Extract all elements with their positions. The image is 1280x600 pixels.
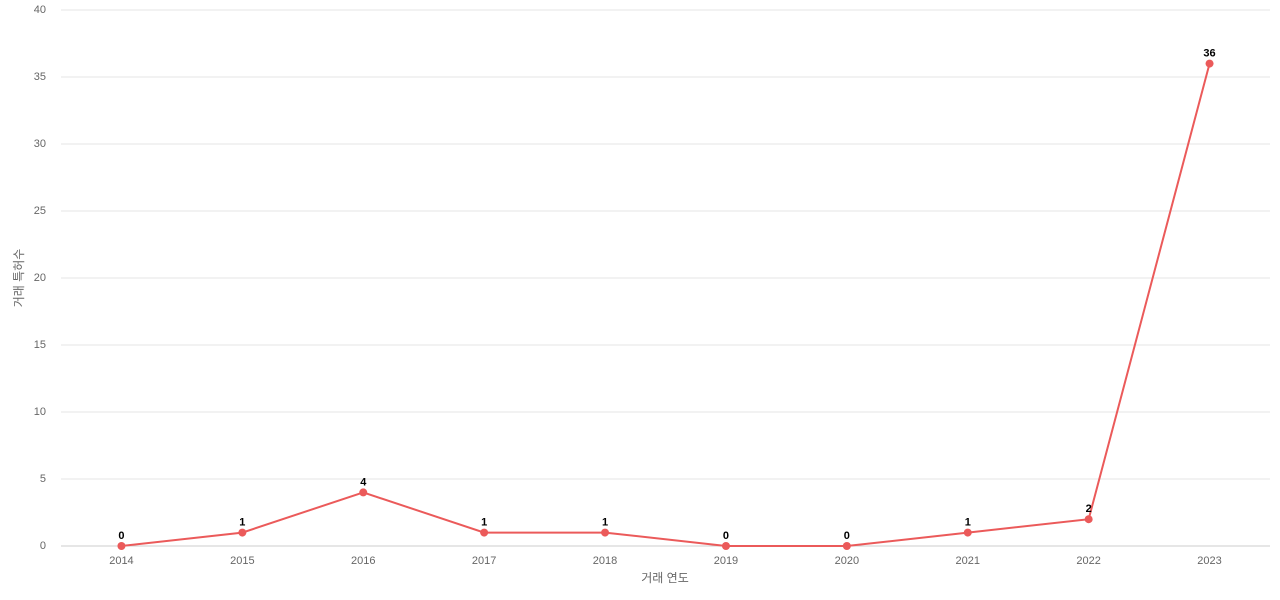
line — [121, 63, 1211, 547]
x-tick-label: 2020 — [835, 555, 859, 567]
point — [1205, 59, 1214, 68]
data-label: 4 — [360, 476, 367, 488]
y-tick-label: 0 — [40, 540, 46, 552]
point — [359, 488, 368, 497]
x-tick-label: 2021 — [956, 555, 980, 567]
data-label: 1 — [239, 517, 245, 529]
data-label: 1 — [965, 517, 971, 529]
point — [1084, 515, 1093, 524]
y-axis-title: 거래 특허수 — [12, 249, 26, 308]
point — [842, 542, 851, 550]
x-tick-label: 2018 — [593, 555, 617, 567]
x-tick-label: 2017 — [472, 555, 496, 567]
data-label: 0 — [118, 530, 124, 542]
y-tick-label: 40 — [34, 4, 46, 16]
data-label: 1 — [602, 517, 608, 529]
data-label: 2 — [1086, 503, 1092, 515]
y-tick-label: 20 — [34, 272, 46, 284]
point — [117, 542, 126, 550]
x-tick-label: 2015 — [230, 555, 254, 567]
x-tick-label: 2019 — [714, 555, 738, 567]
y-tick-label: 25 — [34, 205, 46, 217]
point — [480, 528, 489, 537]
y-tick-label: 10 — [34, 406, 46, 418]
data-label: 0 — [723, 530, 729, 542]
x-axis-title: 거래 연도 — [641, 571, 689, 585]
y-tick-label: 35 — [34, 71, 46, 83]
point — [601, 528, 610, 537]
data-label: 36 — [1203, 48, 1215, 60]
data-label: 1 — [481, 517, 487, 529]
x-tick-label: 2022 — [1076, 555, 1100, 567]
y-tick-label: 15 — [34, 339, 46, 351]
y-tick-label: 5 — [40, 473, 46, 485]
x-tick-label: 2023 — [1197, 555, 1221, 567]
point — [721, 542, 730, 550]
point — [238, 528, 247, 537]
y-tick-label: 30 — [34, 138, 46, 150]
x-tick-label: 2016 — [351, 555, 375, 567]
data-label: 0 — [844, 530, 850, 542]
x-tick-label: 2014 — [109, 555, 133, 567]
point — [963, 528, 972, 537]
